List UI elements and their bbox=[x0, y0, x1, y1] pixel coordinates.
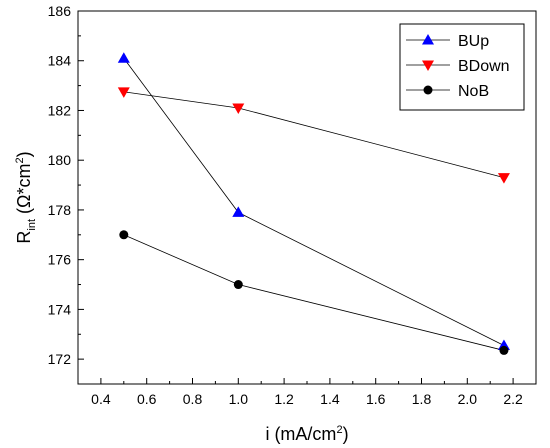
x-tick-label: 1.2 bbox=[274, 391, 294, 407]
x-tick-label: 0.8 bbox=[183, 391, 203, 407]
legend-label-nob: NoB bbox=[458, 83, 489, 100]
x-tick-label: 0.6 bbox=[137, 391, 157, 407]
data-point-nob bbox=[119, 230, 129, 240]
x-tick-label: 0.4 bbox=[91, 391, 111, 407]
legend-box bbox=[399, 23, 525, 111]
y-axis-title: Rint (Ω*cm2) bbox=[14, 151, 38, 243]
data-point-bup bbox=[117, 52, 130, 63]
series-layer bbox=[117, 52, 510, 355]
y-tick-label: 172 bbox=[48, 351, 72, 367]
data-point-bdown bbox=[232, 103, 245, 114]
legend-marker-nob bbox=[423, 85, 433, 95]
x-tick-label: 2.0 bbox=[458, 391, 478, 407]
legend: BUp BDown NoB bbox=[399, 23, 525, 111]
legend-label-bup: BUp bbox=[458, 33, 489, 50]
y-tick-label: 178 bbox=[48, 202, 72, 218]
series-line-nob bbox=[123, 234, 505, 351]
y-tick-label: 174 bbox=[48, 301, 72, 317]
y-axis-ticks: 172 174 176 178 180 182 184 186 bbox=[48, 3, 84, 385]
y-tick-label: 184 bbox=[48, 53, 72, 69]
data-point-bup bbox=[232, 206, 245, 217]
x-tick-label: 1.0 bbox=[229, 391, 249, 407]
legend-marker-bup bbox=[422, 34, 434, 45]
y-tick-label: 180 bbox=[48, 152, 72, 168]
x-tick-label: 1.6 bbox=[366, 391, 386, 407]
data-point-bdown bbox=[497, 173, 510, 184]
data-point-bdown bbox=[117, 87, 130, 98]
y-tick-label: 186 bbox=[48, 3, 72, 19]
x-tick-label: 1.8 bbox=[412, 391, 432, 407]
y-tick-label: 182 bbox=[48, 102, 72, 118]
y-tick-label: 176 bbox=[48, 252, 72, 268]
x-tick-label: 1.4 bbox=[320, 391, 340, 407]
x-tick-label: 2.2 bbox=[503, 391, 523, 407]
x-axis-ticks: 0.4 0.6 0.8 1.0 1.2 1.4 1.6 1.8 2.0 2.2 bbox=[91, 378, 523, 407]
x-axis-title: i (mA/cm2) bbox=[265, 424, 348, 444]
legend-label-bdown: BDown bbox=[458, 58, 510, 75]
legend-marker-bdown bbox=[422, 60, 434, 71]
data-point-nob bbox=[499, 345, 509, 355]
data-point-nob bbox=[233, 280, 243, 290]
